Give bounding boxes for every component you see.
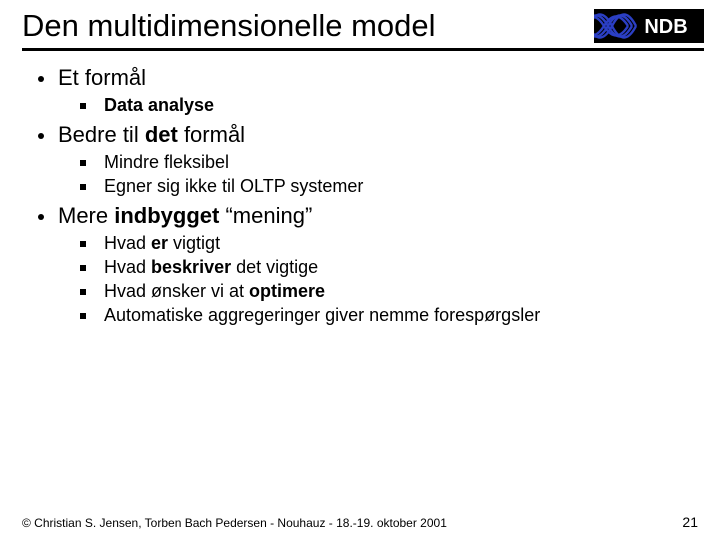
page-number: 21: [682, 514, 698, 530]
bullet-text: Bedre til det formål: [58, 122, 245, 148]
copyright-text: © Christian S. Jensen, Torben Bach Peder…: [22, 516, 447, 530]
bullet-text: Automatiske aggregeringer giver nemme fo…: [104, 305, 540, 326]
bullet-level-1: Bedre til det formål: [38, 122, 688, 148]
disc-bullet-icon: [38, 214, 44, 220]
bullet-text: Hvad er vigtigt: [104, 233, 220, 254]
bullet-text: Hvad beskriver det vigtige: [104, 257, 318, 278]
bullet-level-2: Hvad er vigtigt: [80, 233, 688, 254]
square-bullet-icon: [80, 241, 86, 247]
content-area: Et formål Data analyse Bedre til det formå…: [0, 65, 720, 326]
bullet-level-2: Data analyse: [80, 95, 688, 116]
bullet-text: Mindre fleksibel: [104, 152, 229, 173]
disc-bullet-icon: [38, 76, 44, 82]
bullet-level-2: Egner sig ikke til OLTP systemer: [80, 176, 688, 197]
square-bullet-icon: [80, 184, 86, 190]
bullet-text: Hvad ønsker vi at optimere: [104, 281, 325, 302]
title-row: Den multidimensionelle model NDB: [0, 0, 720, 44]
bullet-text: Mere indbygget “mening”: [58, 203, 312, 229]
bullet-level-2: Automatiske aggregeringer giver nemme fo…: [80, 305, 688, 326]
bullet-level-2: Hvad beskriver det vigtige: [80, 257, 688, 278]
bullet-text: Data analyse: [104, 95, 214, 116]
bullet-level-2: Hvad ønsker vi at optimere: [80, 281, 688, 302]
square-bullet-icon: [80, 103, 86, 109]
square-bullet-icon: [80, 313, 86, 319]
bullet-text: Et formål: [58, 65, 146, 91]
ndb-logo: NDB: [594, 9, 704, 43]
horizontal-rule: [22, 48, 704, 51]
footer: © Christian S. Jensen, Torben Bach Peder…: [22, 514, 698, 530]
bullet-level-2: Mindre fleksibel: [80, 152, 688, 173]
bullet-text: Egner sig ikke til OLTP systemer: [104, 176, 363, 197]
bullet-level-1: Mere indbygget “mening”: [38, 203, 688, 229]
square-bullet-icon: [80, 160, 86, 166]
ndb-logo-text: NDB: [644, 16, 687, 38]
ndb-logo-svg: NDB: [594, 9, 704, 43]
slide-title: Den multidimensionelle model: [22, 8, 436, 44]
disc-bullet-icon: [38, 133, 44, 139]
square-bullet-icon: [80, 265, 86, 271]
bullet-level-1: Et formål: [38, 65, 688, 91]
square-bullet-icon: [80, 289, 86, 295]
slide: Den multidimensionelle model NDB Et form…: [0, 0, 720, 540]
